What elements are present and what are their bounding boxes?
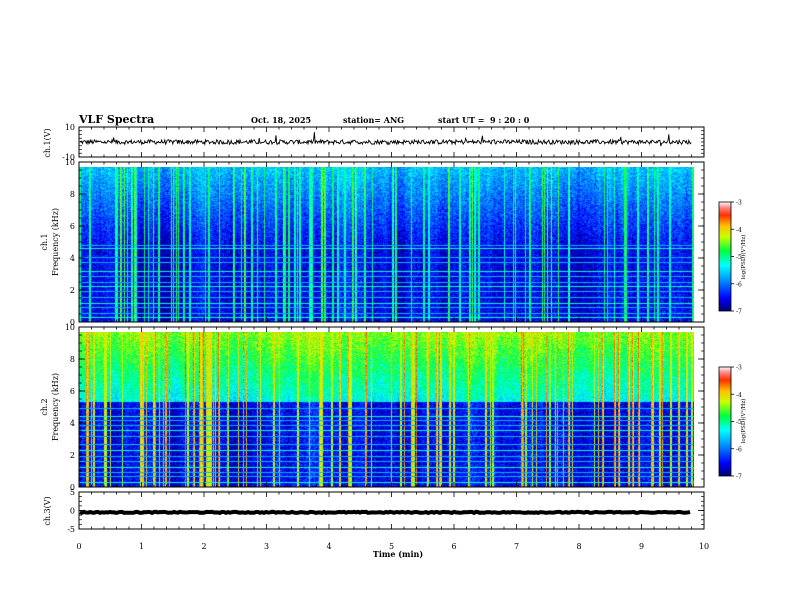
y-tick-label: 2 [70, 451, 75, 460]
x-tick-label: 8 [576, 542, 581, 551]
x-tick-label: 5 [389, 542, 394, 551]
y-tick-label: 10 [65, 123, 75, 132]
x-tick-label: 6 [451, 542, 456, 551]
ch3-waveform-ylabel: ch.3(V) [43, 496, 52, 525]
y-tick-label: 0 [70, 507, 75, 516]
ch2-frequency-ylabel: Frequency (kHz) [51, 373, 60, 441]
y-tick-label: -10 [62, 153, 75, 162]
y-tick-label: 8 [70, 190, 75, 199]
x-tick-label: 9 [639, 542, 644, 551]
x-tick-label: 7 [514, 542, 519, 551]
y-tick-label: 4 [70, 419, 75, 428]
ch2-colorbar-label: log(PSD)(V²/Hz) [740, 399, 747, 444]
y-tick-label: 10 [65, 158, 75, 167]
x-tick-label: 10 [699, 542, 709, 551]
colorbar-tick-label: -5 [736, 254, 742, 261]
y-tick-label: 0 [70, 318, 75, 327]
colorbar-tick-label: -7 [736, 474, 742, 481]
x-tick-label: 3 [264, 542, 269, 551]
date-label: Oct. 18, 2025 [251, 115, 311, 125]
ch2-channel-label: ch.2 [40, 398, 49, 415]
ch3-waveform-line [79, 509, 691, 516]
start-label: start UT = [438, 115, 485, 125]
x-tick-label: 2 [201, 542, 206, 551]
x-tick-label: 0 [76, 542, 81, 551]
y-tick-label: 6 [70, 222, 75, 231]
colorbar-tick-label: -6 [736, 281, 742, 288]
y-tick-label: 4 [70, 254, 75, 263]
colorbar-tick-label: -5 [736, 419, 742, 426]
y-tick-label: 6 [70, 387, 75, 396]
x-tick-label: 4 [326, 542, 331, 551]
colorbar-tick-label: -3 [736, 200, 742, 207]
ch1-frequency-ylabel: Frequency (kHz) [51, 208, 60, 276]
y-tick-label: 0 [70, 483, 75, 492]
ch1-waveform-line [79, 132, 692, 147]
x-tick-label: 1 [139, 542, 144, 551]
y-tick-label: 2 [70, 286, 75, 295]
station-label: station= ANG [343, 115, 404, 125]
y-tick-label: -5 [67, 525, 75, 534]
colorbar-tick-label: -4 [736, 227, 742, 234]
ch1-colorbar-label: log(PSD)(V²/Hz) [740, 235, 747, 280]
colorbar-tick-label: -3 [736, 365, 742, 372]
y-tick-label: 10 [65, 323, 75, 332]
ch1-spectrogram-image [79, 167, 694, 322]
x-axis-title: Time (min) [373, 549, 423, 559]
chart-title: VLF Spectra [78, 113, 154, 126]
y-tick-label: 8 [70, 355, 75, 364]
colorbar-tick-label: -7 [736, 309, 742, 316]
colorbar-tick-label: -6 [736, 446, 742, 453]
colorbar-tick-label: -4 [736, 392, 742, 399]
ch1-channel-label: ch.1 [40, 233, 49, 250]
y-tick-label: 5 [70, 488, 75, 497]
start-time: 9 : 20 : 0 [490, 115, 530, 125]
ch1-colorbar: -3 -4 -5 -6 -7 log(PSD)(V²/Hz) [718, 200, 747, 316]
ch2-spectrogram-image [79, 332, 694, 487]
ch2-colorbar: -3 -4 -5 -6 -7 log(PSD)(V²/Hz) [718, 365, 747, 481]
ch1-waveform-ylabel: ch.1(V) [43, 128, 52, 157]
